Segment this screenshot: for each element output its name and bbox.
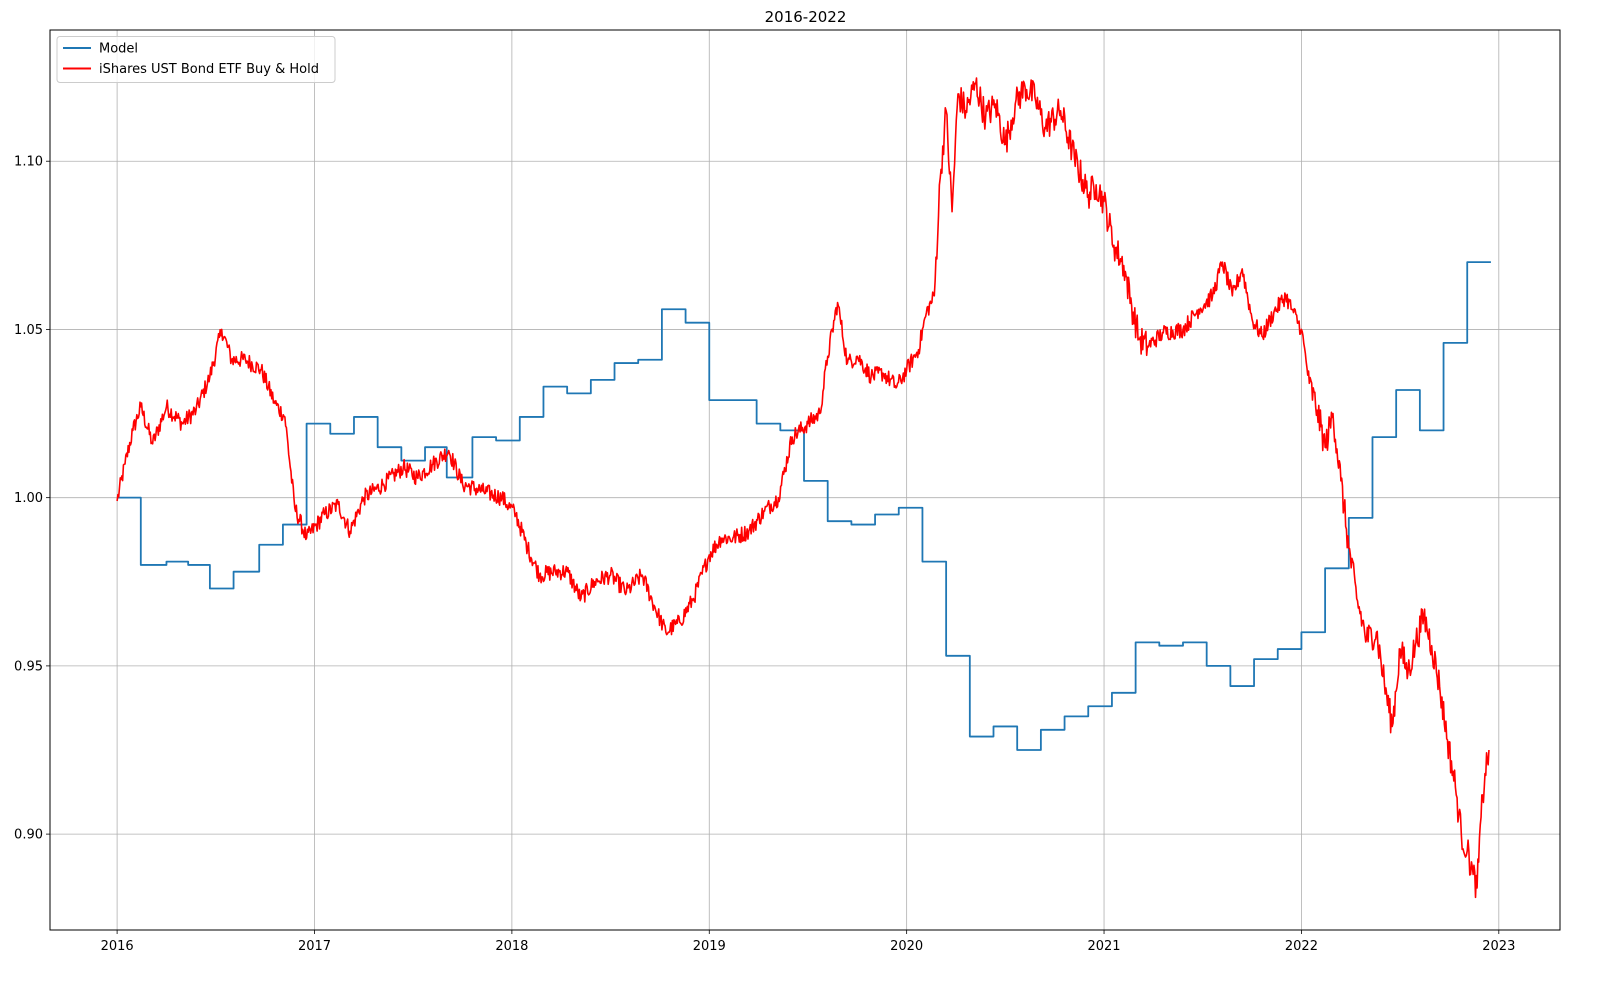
x-tick-label: 2023 (1482, 939, 1515, 954)
legend: Model iShares UST Bond ETF Buy & Hold (56, 36, 336, 83)
chart-title: 2016-2022 (765, 8, 847, 26)
y-tick-label: 1.05 (14, 323, 43, 338)
x-tick-label: 2018 (495, 939, 528, 954)
series-layer (116, 77, 1491, 899)
x-tick-label: 2021 (1087, 939, 1120, 954)
series-model-line (117, 261, 1491, 751)
x-tick-label: 2022 (1285, 939, 1318, 954)
legend-label-ishares: iShares UST Bond ETF Buy & Hold (99, 62, 319, 77)
x-tick-label: 2017 (298, 939, 331, 954)
grid-lines (50, 30, 1560, 930)
x-tick-label: 2019 (693, 939, 726, 954)
y-tick-label: 1.00 (14, 491, 43, 506)
legend-label-model: Model (99, 42, 138, 57)
x-tick-label: 2020 (890, 939, 923, 954)
y-tick-label: 0.95 (14, 659, 43, 674)
legend-box (56, 36, 336, 83)
y-tick-label: 1.10 (14, 155, 43, 170)
plot-frame (49, 29, 1561, 931)
y-tick-label: 0.90 (14, 828, 43, 843)
x-axis: 2016 2017 2018 2019 2020 2021 2022 2023 (101, 930, 1515, 954)
y-axis: 0.90 0.95 1.00 1.05 1.10 (14, 155, 50, 843)
x-tick-label: 2016 (101, 939, 134, 954)
series-ishares-line (116, 77, 1490, 899)
